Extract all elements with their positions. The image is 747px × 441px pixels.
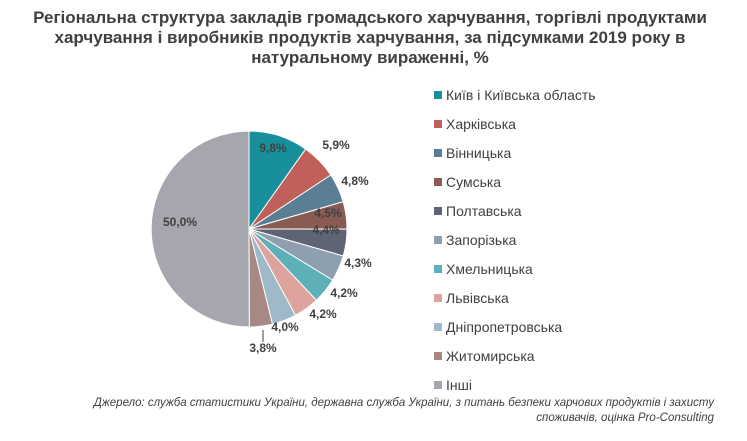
legend-swatch (434, 235, 442, 244)
legend-item: Полтавська (434, 196, 734, 225)
data-label: 4,5% (314, 206, 342, 220)
legend-label: Дніпропетровська (446, 318, 563, 335)
legend-label: Хмельницька (446, 260, 533, 277)
data-label: 4,4% (312, 223, 340, 237)
data-label: 4,2% (330, 286, 358, 300)
legend-item: Сумська (434, 167, 734, 196)
legend-item: Хмельницька (434, 254, 734, 283)
chart-title: Регіональна структура закладів громадськ… (33, 8, 707, 67)
legend-swatch (434, 293, 442, 302)
data-label: 4,3% (344, 256, 372, 270)
legend-item: Запорізька (434, 225, 734, 254)
source-note: Джерело: служба статистики України, держ… (93, 397, 714, 424)
legend-swatch (434, 380, 442, 389)
legend-label: Інші (446, 376, 472, 393)
legend-swatch (434, 206, 442, 215)
data-label: 9,8% (259, 141, 287, 155)
legend-label: Полтавська (446, 202, 522, 219)
legend-swatch (434, 90, 442, 99)
data-label: 5,9% (322, 138, 350, 152)
legend-swatch (434, 119, 442, 128)
chart-legend: Київ і Київська область Харківська Вінниць… (434, 80, 734, 399)
legend-item: Київ і Київська область (434, 80, 734, 109)
legend-item: Житомирська (434, 341, 734, 370)
legend-swatch (434, 322, 442, 331)
legend-label: Львівська (446, 289, 509, 306)
legend-label: Сумська (446, 173, 502, 190)
legend-item: Дніпропетровська (434, 312, 734, 341)
data-label: 3,8% (249, 341, 277, 355)
legend-swatch (434, 264, 442, 273)
pie-slice (150, 130, 250, 328)
legend-label: Запорізька (446, 231, 517, 248)
legend-swatch (434, 351, 442, 360)
data-label: 4,0% (271, 320, 299, 334)
legend-item: Інші (434, 370, 734, 399)
legend-swatch (434, 177, 442, 186)
legend-swatch (434, 148, 442, 157)
data-label: 4,8% (341, 174, 369, 188)
legend-label: Харківська (446, 115, 516, 132)
legend-item: Львівська (434, 283, 734, 312)
legend-label: Житомирська (446, 347, 535, 364)
legend-item: Харківська (434, 109, 734, 138)
legend-label: Київ і Київська область (446, 86, 596, 103)
legend-item: Вінницька (434, 138, 734, 167)
data-label: 4,2% (309, 307, 337, 321)
legend-label: Вінницька (446, 144, 512, 161)
data-label: 50,0% (163, 215, 197, 229)
